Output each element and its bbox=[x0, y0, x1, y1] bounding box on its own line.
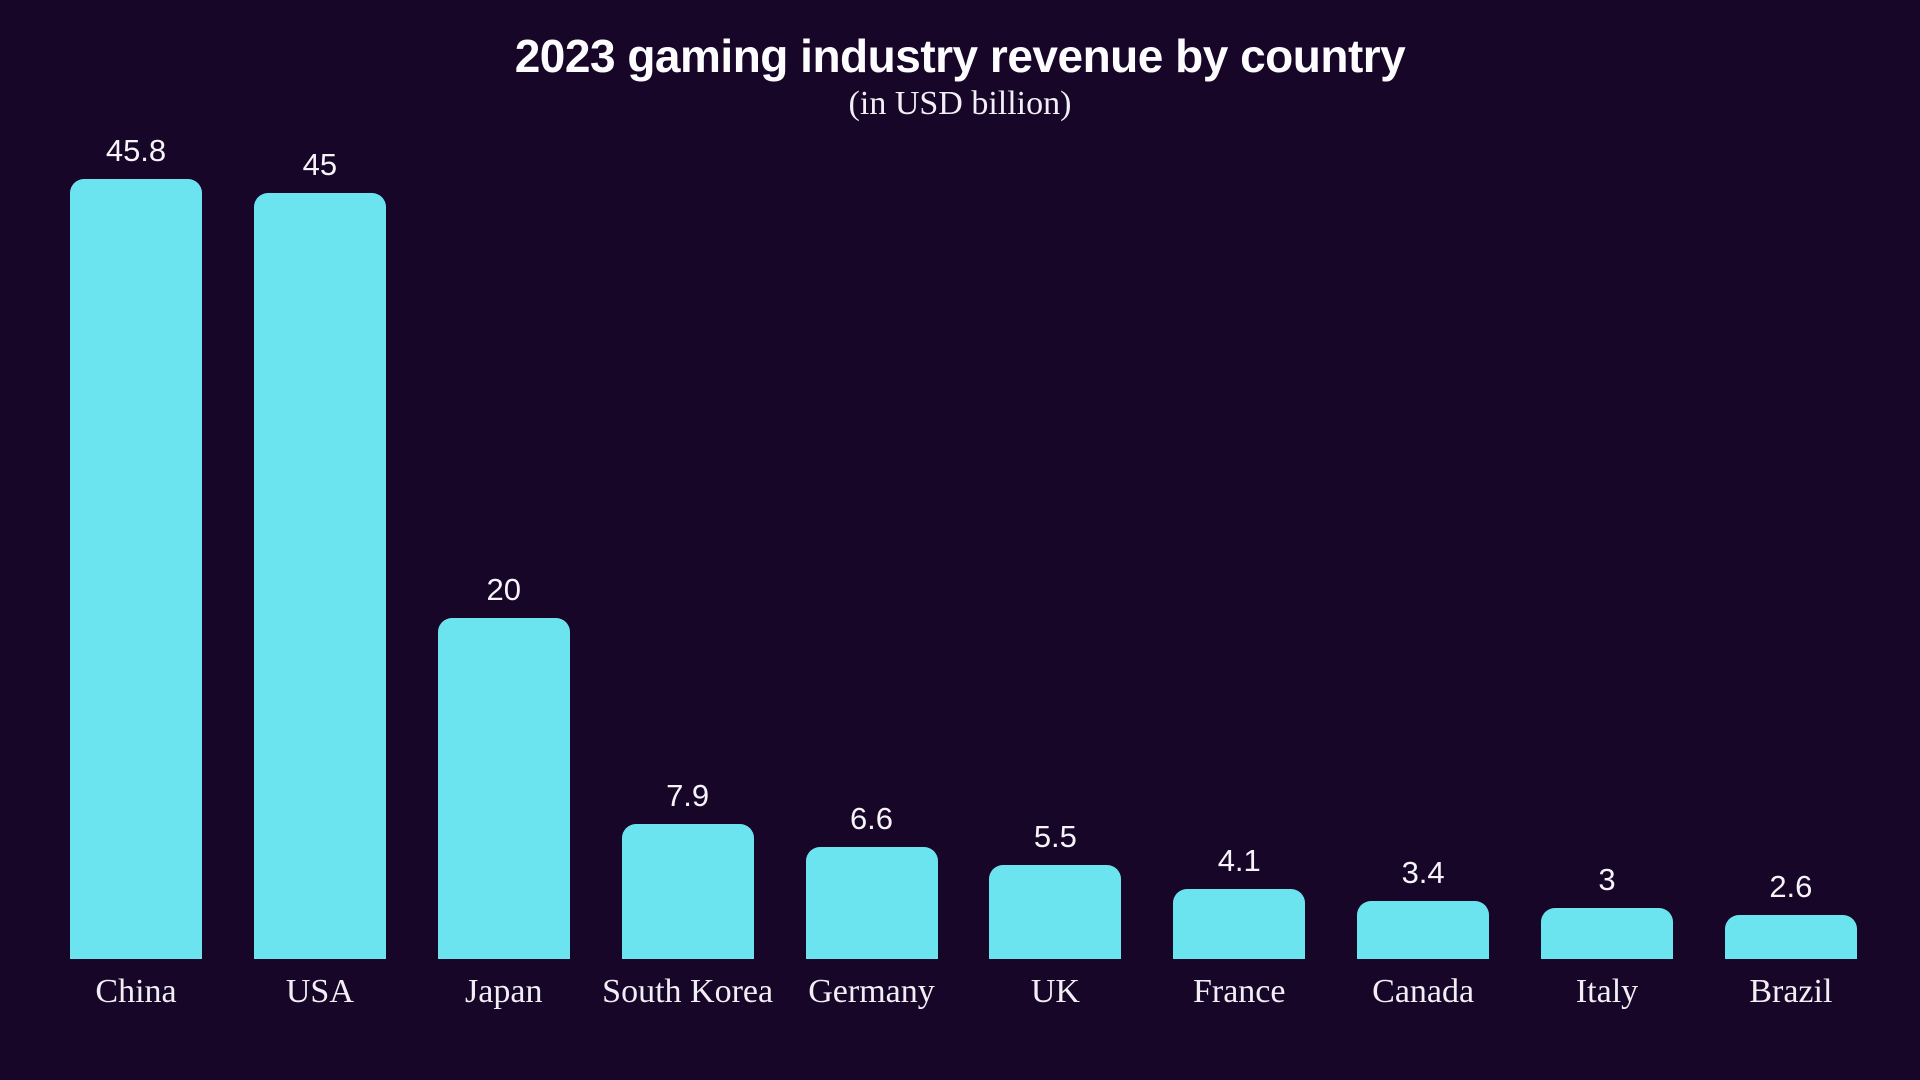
bar-value-label: 6.6 bbox=[849, 801, 894, 836]
bar-column: 2.6 bbox=[1724, 125, 1857, 959]
category-label: France bbox=[1192, 973, 1286, 1010]
bar-value-label: 5.5 bbox=[1033, 819, 1077, 854]
bar bbox=[805, 847, 938, 959]
category-label: Germany bbox=[808, 973, 935, 1010]
bar bbox=[1357, 901, 1490, 959]
category-label: Canada bbox=[1372, 973, 1475, 1010]
bar-value-label: 45 bbox=[302, 147, 338, 182]
category-label: Japan bbox=[465, 973, 543, 1010]
category-label: South Korea bbox=[602, 973, 774, 1010]
bar bbox=[1541, 908, 1673, 959]
bar-column: 6.6 bbox=[805, 125, 938, 959]
chart-subtitle: (in USD billion) bbox=[848, 84, 1072, 122]
chart-header: 2023 gaming industry revenue by country … bbox=[0, 30, 1920, 121]
bar-column: 3 bbox=[1541, 125, 1673, 959]
bar-column: 4.1 bbox=[1173, 125, 1306, 959]
bar-value-label: 2.6 bbox=[1769, 869, 1813, 904]
bar bbox=[989, 865, 1122, 959]
bar-column: 7.9 bbox=[621, 125, 754, 959]
bar bbox=[70, 179, 202, 959]
category-label: UK bbox=[1030, 973, 1080, 1010]
bar-value-label: 3 bbox=[1598, 862, 1616, 897]
bar-column: 5.5 bbox=[989, 125, 1122, 959]
bar bbox=[1173, 889, 1306, 959]
category-axis: China USA Japan South Korea Germany UK France C… bbox=[70, 972, 1857, 1013]
bar-value-label: 3.4 bbox=[1401, 855, 1445, 890]
bar-value-label: 20 bbox=[486, 572, 521, 607]
bar-value-label: 45.8 bbox=[105, 133, 167, 168]
category-label: USA bbox=[285, 973, 354, 1010]
bar bbox=[1724, 915, 1857, 959]
bar bbox=[437, 618, 570, 959]
bar-chart: 45.8 45 20 7.9 6.6 5.5 4.1 3.4 3 2.6 bbox=[70, 125, 1857, 959]
category-label: Brazil bbox=[1749, 973, 1833, 1010]
bar-column: 45.8 bbox=[70, 125, 202, 959]
bar-value-label: 7.9 bbox=[666, 778, 710, 813]
chart-title: 2023 gaming industry revenue by country bbox=[514, 30, 1406, 82]
bar-column: 45 bbox=[253, 125, 386, 959]
bar-column: 3.4 bbox=[1357, 125, 1490, 959]
bar-value-label: 4.1 bbox=[1217, 843, 1261, 878]
bar-column: 20 bbox=[437, 125, 570, 959]
bar bbox=[253, 193, 386, 959]
bar bbox=[621, 824, 754, 959]
category-label: China bbox=[95, 973, 177, 1010]
category-label: Italy bbox=[1575, 973, 1639, 1010]
